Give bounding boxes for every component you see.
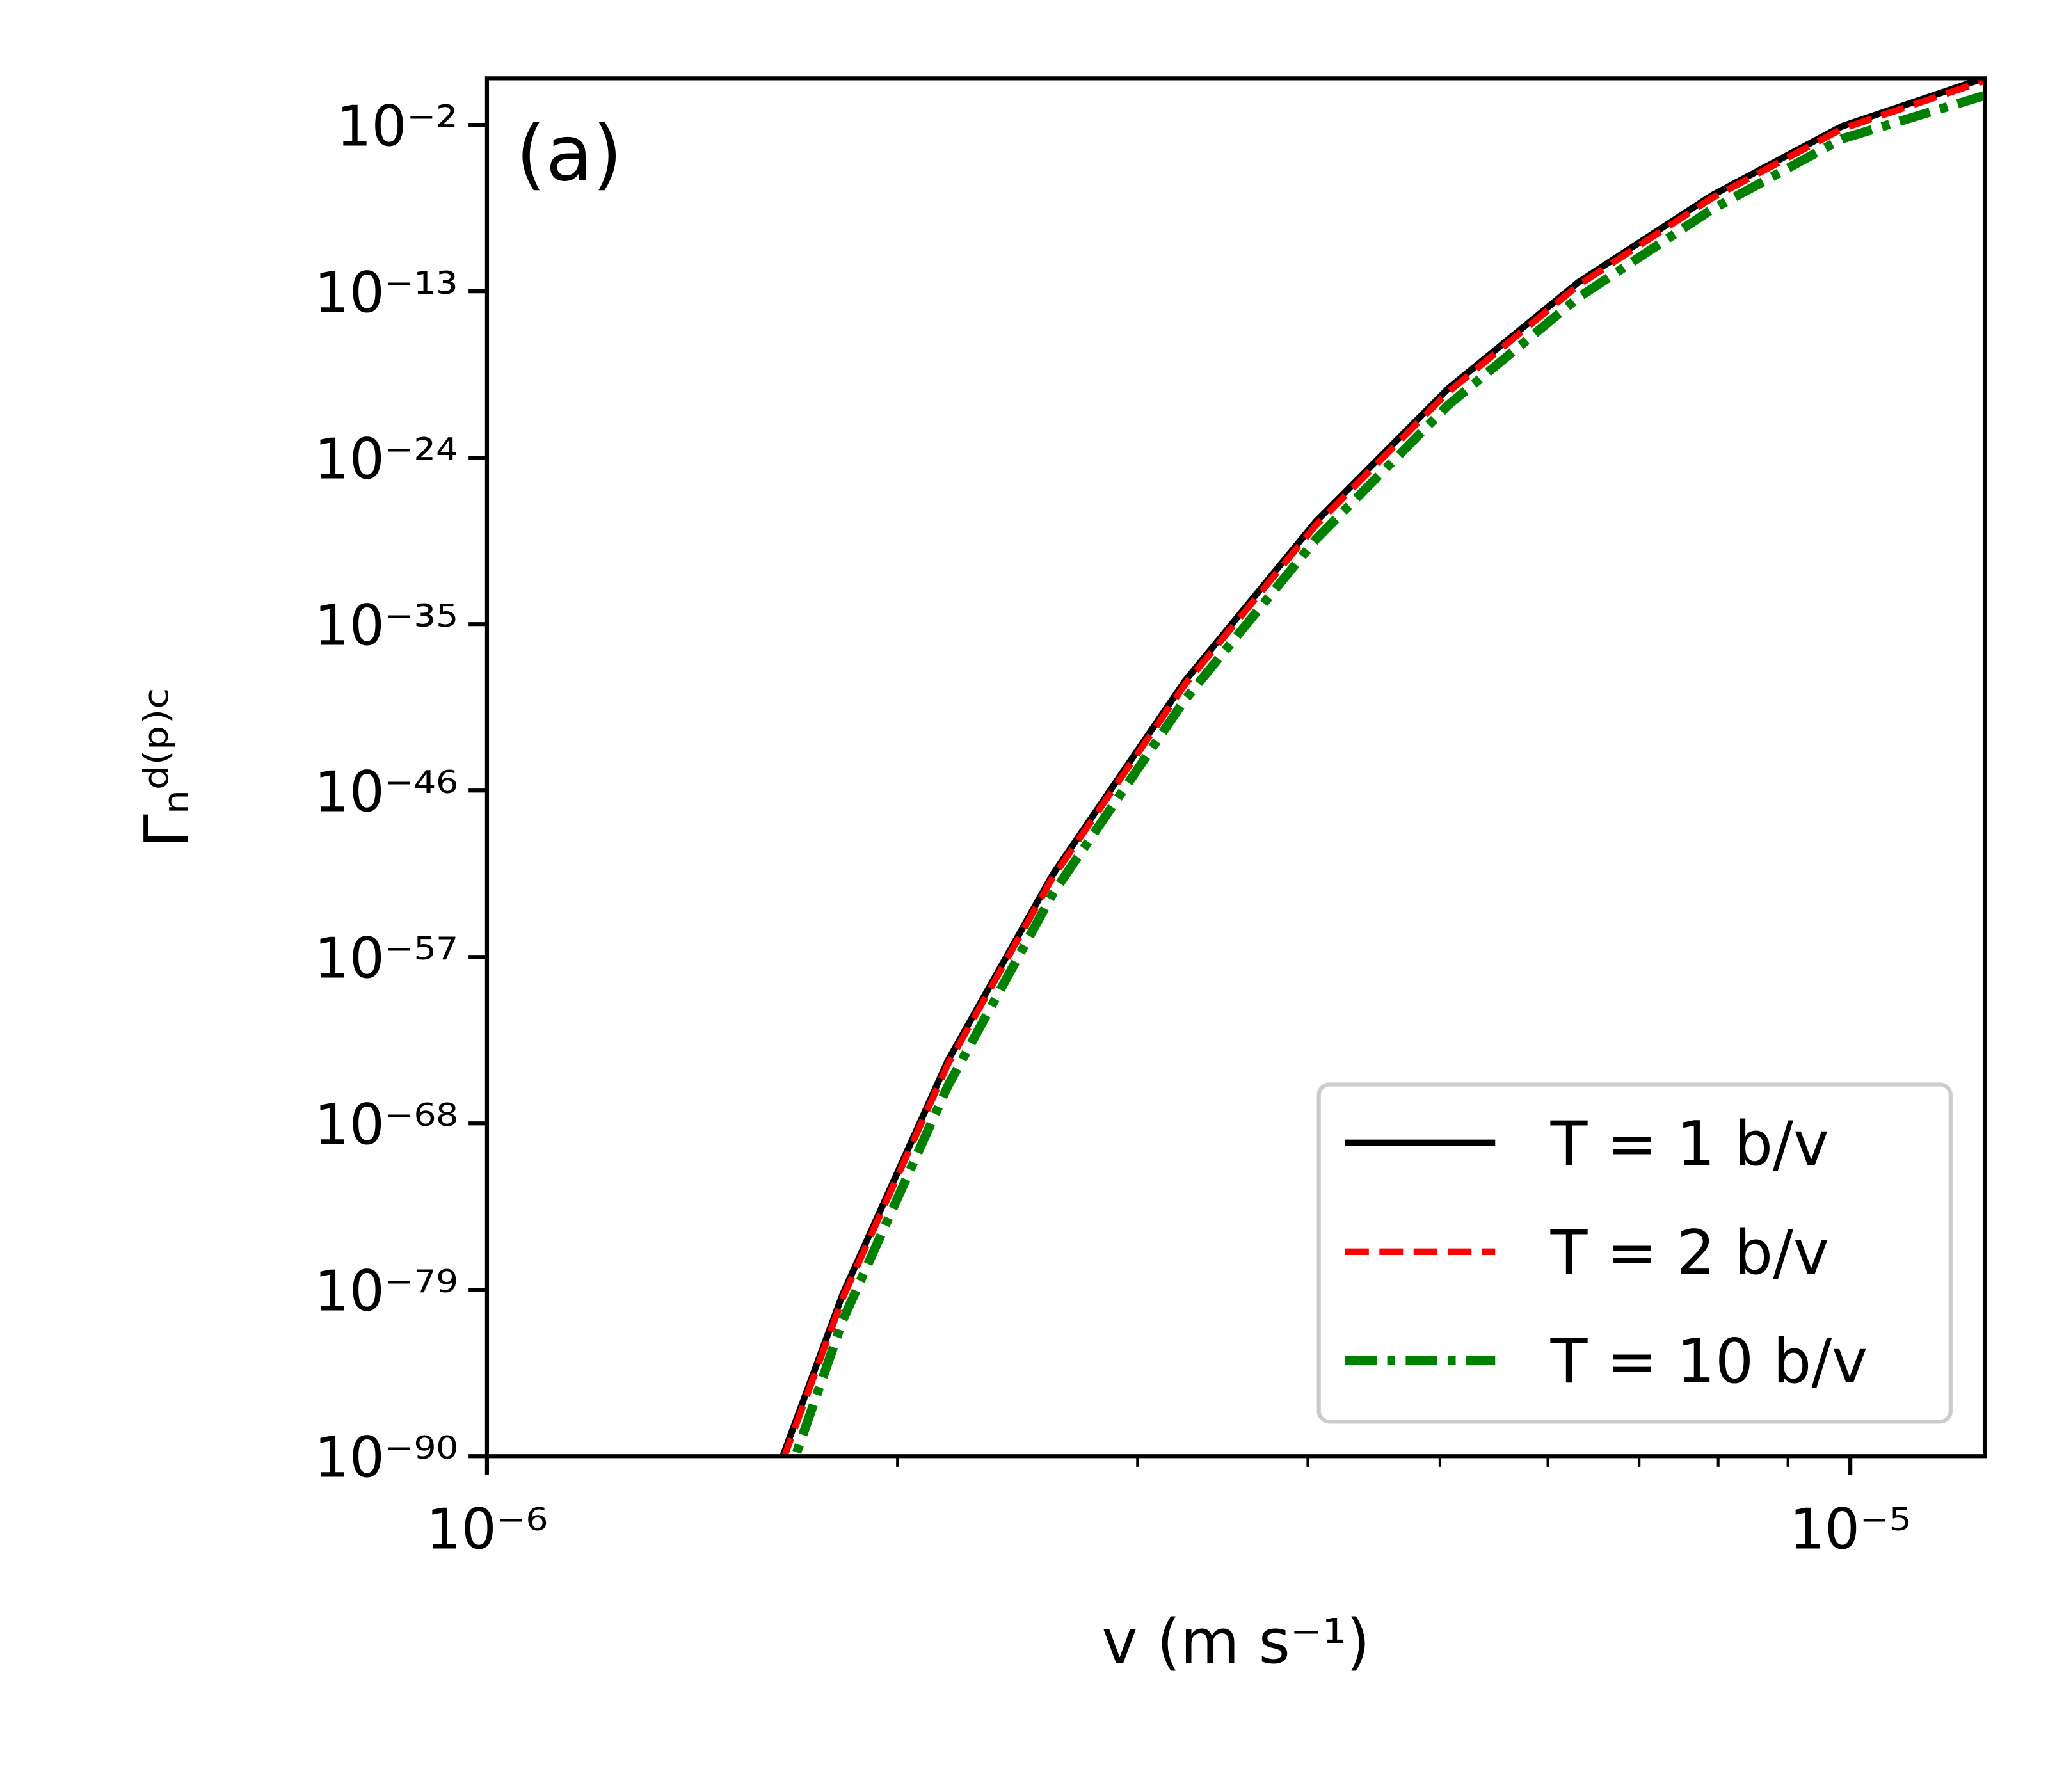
legend-box [1316, 1082, 1953, 1424]
axes-frame [484, 76, 1987, 1459]
y-tick-label: 10⁻⁵⁷ [314, 926, 458, 991]
legend-label: T = 10 b/v [1550, 1327, 1868, 1397]
legend-label: T = 1 b/v [1550, 1109, 1829, 1180]
y-tick-label: 10⁻²⁴ [314, 427, 458, 492]
plot-area [780, 78, 1985, 1457]
x-tick-label: 10⁻⁶ [426, 1497, 548, 1562]
y-tick-label: 10⁻⁴⁶ [314, 760, 458, 824]
legend-label: T = 2 b/v [1550, 1218, 1829, 1288]
y-tick-label: 10⁻⁷⁹ [314, 1259, 458, 1324]
x-axis-label: v (m s⁻¹) [1101, 1606, 1370, 1677]
y-tick-label: 10⁻¹³ [314, 260, 458, 325]
y-tick-label: 10⁻² [337, 94, 458, 159]
y-tick-label: 10⁻⁹⁰ [314, 1425, 458, 1490]
data-line [781, 78, 1985, 1457]
y-tick-label: 10⁻⁶⁸ [314, 1092, 458, 1157]
data-line [790, 91, 1985, 1457]
x-tick-label: 10⁻⁵ [1789, 1497, 1911, 1562]
panel-label: (a) [516, 109, 622, 199]
y-axis-label: Γₙᵈ⁽ᵖ⁾ᶜ [132, 686, 202, 848]
y-tick-label: 10⁻³⁵ [314, 593, 458, 658]
